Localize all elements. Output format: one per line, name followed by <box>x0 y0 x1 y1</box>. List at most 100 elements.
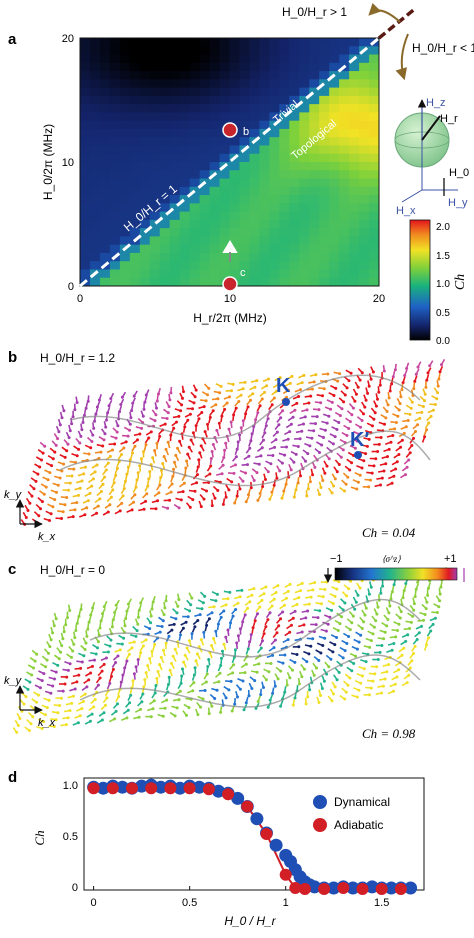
field-arrow-head <box>438 599 442 603</box>
field-arrow-head <box>164 599 168 603</box>
field-arrow-head <box>53 677 56 681</box>
heatmap-cell <box>239 87 251 97</box>
heatmap-cell <box>309 79 320 89</box>
field-arrow-head <box>310 436 314 440</box>
field-arrow-head <box>137 608 141 612</box>
field-arrow-head <box>219 710 223 714</box>
field-arrow-head <box>420 410 424 414</box>
field-arrow-head <box>393 368 397 372</box>
field-arrow-head <box>114 436 118 440</box>
field-arrow-head <box>274 389 278 393</box>
field-arrow-head <box>108 644 112 648</box>
field-arrow-head <box>120 501 124 505</box>
heatmap-cell <box>229 186 241 196</box>
heatmap-cell <box>139 54 151 64</box>
field-arrow-head <box>246 405 250 409</box>
panel-a-y-axis: 0 10 20 H_0/2π (MHz) <box>41 33 74 293</box>
field-arrow-head <box>151 707 155 711</box>
field-arrow-head <box>320 602 323 606</box>
field-arrow-head <box>73 636 77 640</box>
field-arrow-head <box>151 456 155 460</box>
heatmap-cell <box>229 145 241 155</box>
field-arrow-head <box>391 434 395 437</box>
field-arrow-head <box>279 704 283 708</box>
field-arrow-head <box>26 687 30 691</box>
heatmap-cell <box>339 186 350 196</box>
heatmap-cell <box>219 186 231 196</box>
heatmap-cell <box>339 95 350 105</box>
heatmap-cell <box>269 261 280 271</box>
field-arrow-head <box>386 455 389 459</box>
field-arrow-head <box>137 715 141 719</box>
field-arrow-head <box>61 510 65 514</box>
field-arrow-head <box>253 385 257 389</box>
field-arrow-head <box>290 623 293 627</box>
heatmap-cell <box>199 46 211 56</box>
heatmap-cell <box>319 46 330 56</box>
field-arrow-head <box>255 471 259 475</box>
field-arrow-head <box>249 439 253 443</box>
field-arrow-head <box>413 379 417 383</box>
field-arrow-head <box>57 430 61 434</box>
field-arrow-head <box>274 438 278 442</box>
heatmap-cell <box>239 95 251 105</box>
field-arrow-head <box>429 414 433 418</box>
field-arrow-head <box>229 621 232 625</box>
field-arrow-head <box>37 693 40 697</box>
heatmap-cell <box>169 195 181 204</box>
field-arrow-head <box>414 372 418 376</box>
field-arrow-head <box>384 462 388 466</box>
heatmap-cell <box>179 38 191 47</box>
field-arrow-head <box>61 637 65 641</box>
heatmap-cell <box>259 203 270 213</box>
field-arrow-head <box>182 660 186 664</box>
heatmap-cell <box>159 252 171 262</box>
heatmap-cell <box>369 145 379 155</box>
field-arrow-head <box>338 372 342 376</box>
heatmap-cell <box>109 104 121 113</box>
h0-label: H_0 <box>449 167 469 179</box>
heatmap-cell <box>80 203 91 213</box>
field-arrow-head <box>250 687 254 690</box>
field-arrow-head <box>367 592 371 596</box>
heatmap-cell <box>179 128 191 138</box>
heatmap-cell <box>369 120 379 130</box>
heatmap-cell <box>159 195 171 204</box>
field-arrow-head <box>177 598 181 602</box>
field-arrow-head <box>303 415 307 419</box>
field-arrow-head <box>373 411 377 415</box>
field-arrow-head <box>285 596 288 600</box>
heatmap-cell <box>149 228 161 237</box>
heatmap-cell <box>189 178 201 188</box>
adiabatic-point <box>145 782 158 795</box>
heatmap-cell <box>299 79 310 89</box>
heatmap-cell <box>329 128 340 138</box>
x-tick: 1.5 <box>374 897 389 909</box>
heatmap-cell <box>239 62 251 72</box>
field-arrow-head <box>345 594 349 598</box>
heatmap-cell <box>309 228 320 237</box>
field-arrow-head <box>384 416 388 420</box>
field-arrow-head <box>390 481 394 485</box>
field-arrow-head <box>175 420 178 424</box>
heatmap-cell <box>109 153 121 163</box>
field-arrow-head <box>166 411 170 415</box>
field-arrow-head <box>187 639 191 643</box>
field-arrow-head <box>139 601 143 605</box>
panel-letter-a: a <box>8 31 17 48</box>
field-arrow-head <box>109 495 113 499</box>
field-arrow-head <box>196 713 200 717</box>
heatmap-cell <box>229 62 241 72</box>
field-arrow-head <box>62 409 66 413</box>
field-arrow-head <box>288 582 292 586</box>
heatmap-cell <box>179 79 191 89</box>
heatmap-cell <box>129 153 141 163</box>
field-arrow-head <box>71 649 75 653</box>
field-arrow-head <box>431 622 435 626</box>
heatmap-cell <box>99 269 111 279</box>
heatmap-cell <box>199 236 211 246</box>
heatmap-cell <box>219 79 231 89</box>
field-arrow-head <box>123 624 127 628</box>
field-arrow-head <box>77 614 81 618</box>
field-arrow-head <box>56 663 60 667</box>
